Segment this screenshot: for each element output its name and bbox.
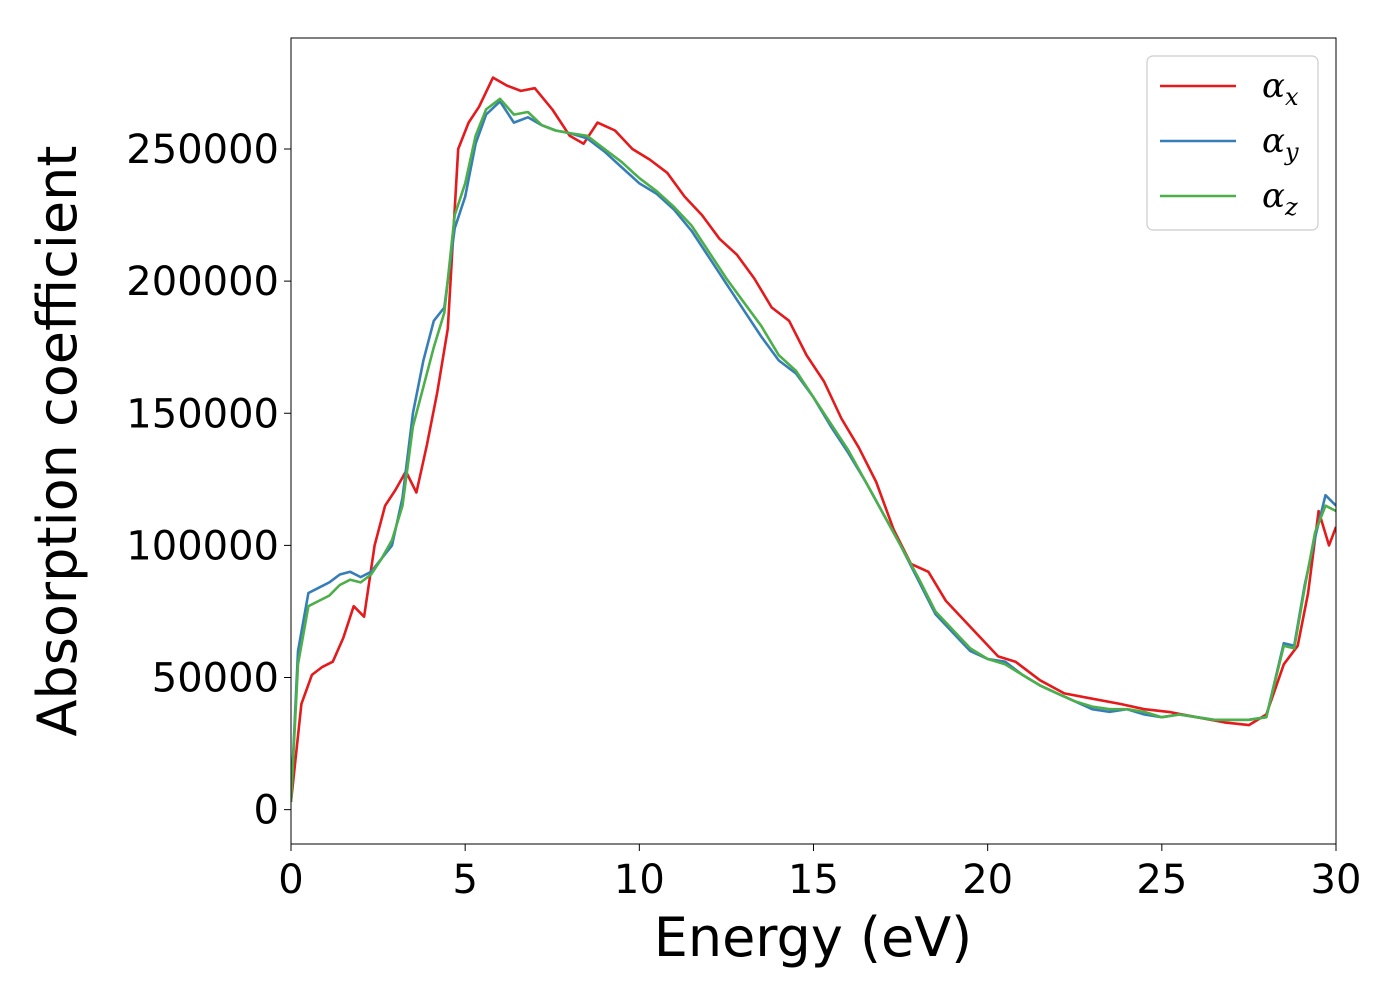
y-tick-label: 200000 (126, 259, 279, 305)
series-line-z (291, 97, 1336, 802)
x-tick-label: 10 (614, 857, 665, 903)
legend-label-z: αz (1262, 176, 1298, 221)
x-tick-label: 25 (1136, 857, 1187, 903)
legend: αx αy αz (1146, 55, 1319, 231)
y-tick-label: 0 (254, 788, 279, 834)
x-tick-label: 5 (452, 857, 477, 903)
y-tick-label: 250000 (126, 127, 279, 173)
y-tick-label: 150000 (126, 391, 279, 437)
x-tick-label: 30 (1311, 857, 1362, 903)
y-tick-label: 100000 (126, 523, 279, 569)
x-axis-title: Energy (eV) (654, 906, 973, 969)
legend-label-x: αx (1262, 66, 1299, 111)
legend-label-y: αy (1262, 121, 1299, 166)
x-tick-label: 0 (278, 857, 303, 903)
y-axis-title: Absorption coefficient (26, 146, 89, 737)
x-axis: 0 5 10 15 20 25 30 (278, 844, 1361, 903)
series-lines (291, 76, 1336, 802)
y-tick-label: 50000 (152, 656, 279, 702)
x-tick-label: 15 (788, 857, 839, 903)
y-axis: 0 50000 100000 150000 200000 250000 (126, 127, 291, 834)
x-tick-label: 20 (962, 857, 1013, 903)
legend-box (1146, 55, 1319, 231)
